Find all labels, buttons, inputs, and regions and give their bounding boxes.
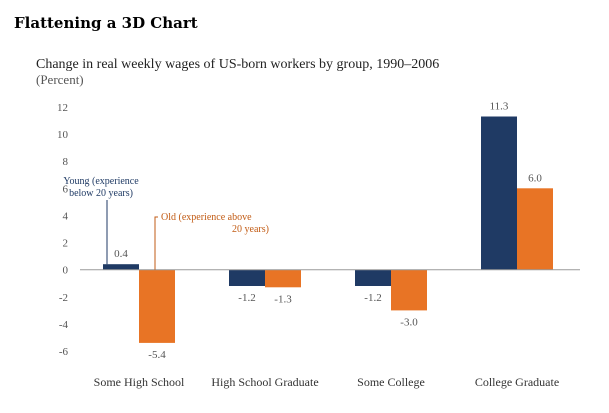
chart-title: Change in real weekly wages of US-born w… [36, 57, 439, 72]
data-label: -1.2 [364, 292, 381, 304]
y-tick-label: 8 [63, 156, 69, 168]
page-title: Flattening a 3D Chart [14, 14, 198, 32]
data-label: -3.0 [400, 316, 418, 328]
data-label: 6.0 [528, 172, 542, 184]
data-labels-layer: 0.4 -5.4 -1.2 -1.3 -1.2 -3.0 11.3 6.0 [114, 101, 542, 361]
y-tick-label: 4 [63, 210, 69, 222]
data-label: 11.3 [490, 101, 509, 113]
y-tick-label: 12 [57, 102, 68, 114]
category-label: High School Graduate [211, 375, 318, 389]
category-label: Some College [357, 375, 425, 389]
y-tick-label: 10 [57, 129, 69, 141]
y-tick-label: 0 [63, 265, 69, 277]
data-label: -1.3 [274, 293, 292, 305]
annotation-old-line1: Old (experience above [161, 212, 252, 223]
category-label: Some High School [94, 375, 185, 389]
bar-young-2 [229, 269, 265, 286]
bars-layer [103, 116, 553, 343]
chart-subtitle: (Percent) [36, 72, 84, 87]
bar-old-3 [391, 269, 427, 311]
y-tick-label: -2 [59, 292, 68, 304]
annotation-old-line2: 20 years) [232, 224, 269, 235]
category-label: College Graduate [475, 375, 559, 389]
bar-old-4 [517, 188, 553, 270]
bar-old-1 [139, 269, 175, 343]
data-label: -1.2 [238, 292, 255, 304]
data-label: -5.4 [148, 349, 166, 361]
y-tick-label: 6 [63, 183, 69, 195]
bar-young-3 [355, 269, 391, 286]
annotation-old-leader [154, 216, 158, 270]
bar-young-4 [481, 116, 517, 270]
bar-young-1 [103, 264, 139, 270]
annotation-young-line2: below 20 years) [69, 188, 133, 199]
y-tick-label: -4 [59, 319, 69, 331]
y-tick-label: -6 [59, 346, 69, 358]
bar-old-2 [265, 269, 301, 288]
y-axis: 12 10 8 6 4 2 0 -2 -4 -6 [57, 102, 69, 358]
y-tick-label: 2 [63, 238, 69, 250]
data-label: 0.4 [114, 248, 128, 260]
x-axis-categories: Some High School High School Graduate Some… [94, 375, 559, 389]
annotation-young-line1: Young (experience [63, 176, 139, 187]
